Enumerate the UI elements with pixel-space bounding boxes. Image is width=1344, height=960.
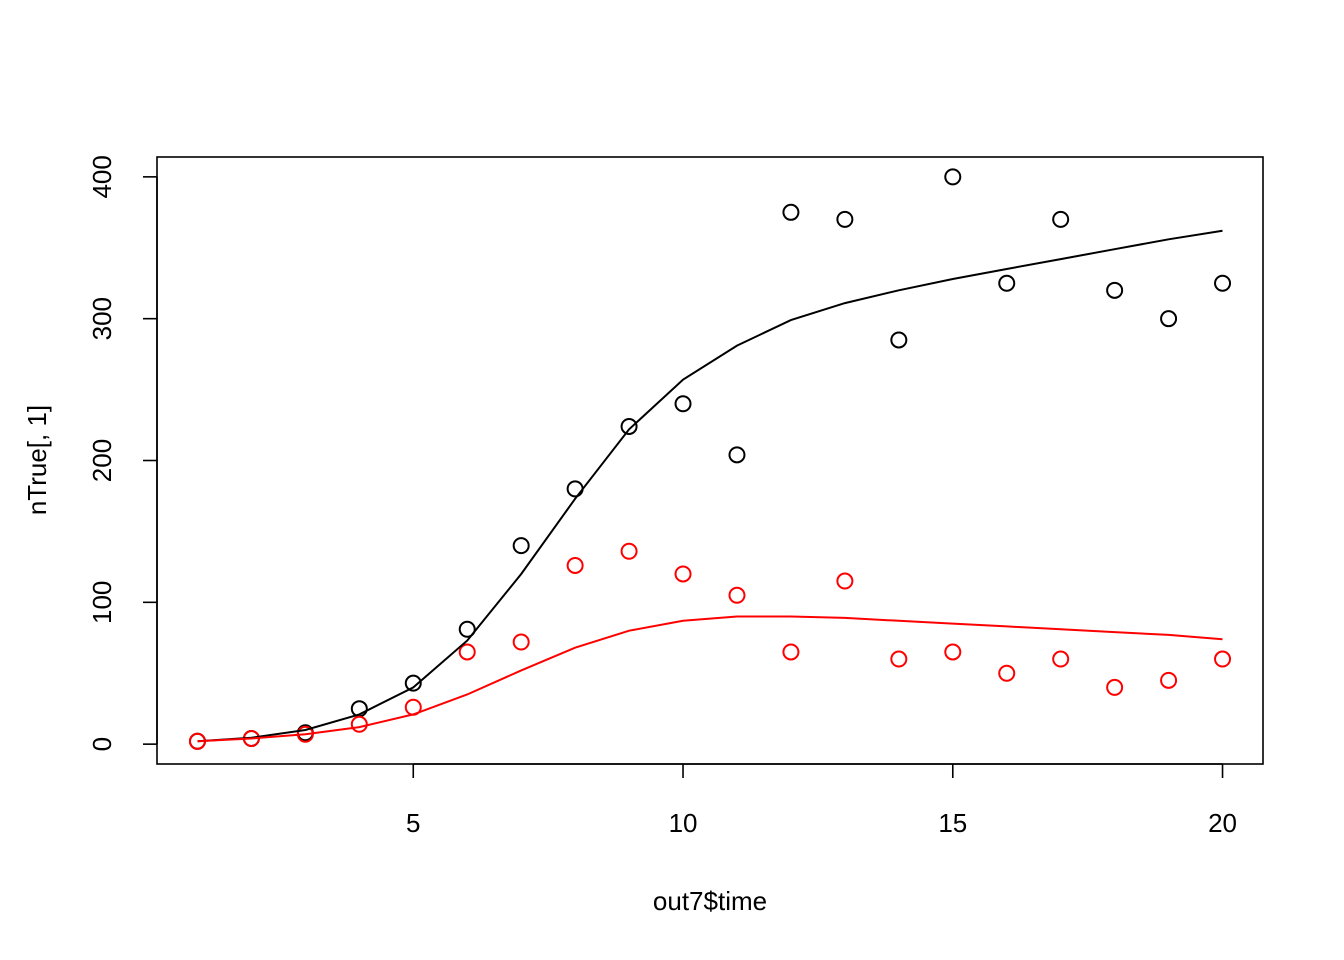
x-tick-label: 10 xyxy=(669,808,698,838)
data-point xyxy=(890,650,908,668)
data-point xyxy=(512,537,530,555)
data-point xyxy=(620,542,638,560)
data-point xyxy=(458,643,476,661)
data-point xyxy=(998,664,1016,682)
data-point xyxy=(566,480,584,498)
data-point xyxy=(998,274,1016,292)
data-point xyxy=(890,331,908,349)
x-axis-label: out7$time xyxy=(653,886,767,916)
data-point xyxy=(1106,678,1124,696)
series-line-3 xyxy=(197,615,1223,743)
data-point xyxy=(782,203,800,221)
x-axis: 5 10 15 20 xyxy=(406,763,1237,838)
plot-frame xyxy=(156,156,1264,765)
data-point xyxy=(836,210,854,228)
data-point xyxy=(1214,650,1232,668)
data-point xyxy=(512,633,530,651)
data-point xyxy=(674,565,692,583)
data-point xyxy=(782,643,800,661)
x-tick-label: 20 xyxy=(1208,808,1237,838)
x-tick-label: 15 xyxy=(938,808,967,838)
y-tick-label: 0 xyxy=(87,737,117,751)
data-point xyxy=(1106,281,1124,299)
data-point xyxy=(836,572,854,590)
y-tick-label: 400 xyxy=(87,155,117,198)
y-axis-label: nTrue[, 1] xyxy=(22,405,52,515)
data-point xyxy=(458,620,476,638)
data-point xyxy=(728,446,746,464)
data-point xyxy=(1052,210,1070,228)
series-line-2 xyxy=(197,229,1223,743)
data-point xyxy=(1052,650,1070,668)
series-layer xyxy=(188,168,1232,750)
data-point xyxy=(1214,274,1232,292)
data-point xyxy=(1160,671,1178,689)
y-tick-label: 100 xyxy=(87,581,117,624)
data-point xyxy=(404,674,422,692)
y-axis: 0 100 200 300 400 xyxy=(87,155,158,751)
data-point xyxy=(944,168,962,186)
data-point xyxy=(620,417,638,435)
data-point xyxy=(728,586,746,604)
data-point xyxy=(674,395,692,413)
data-point xyxy=(566,556,584,574)
y-tick-label: 200 xyxy=(87,439,117,482)
data-point xyxy=(350,715,368,733)
y-tick-label: 300 xyxy=(87,297,117,340)
x-tick-label: 5 xyxy=(406,808,420,838)
data-point xyxy=(944,643,962,661)
data-point xyxy=(1160,310,1178,328)
